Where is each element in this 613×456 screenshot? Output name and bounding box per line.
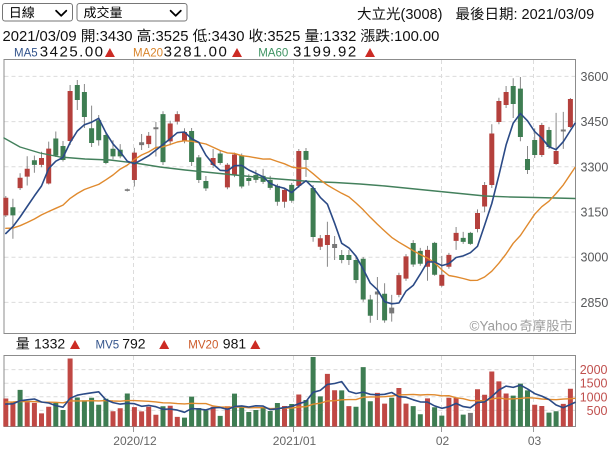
- svg-text::1332: :1332: [319, 29, 360, 45]
- svg-text:1000: 1000: [580, 390, 608, 404]
- svg-text:MA20: MA20: [133, 48, 163, 60]
- svg-text:981: 981: [223, 336, 247, 352]
- svg-text:3199.92: 3199.92: [293, 44, 358, 61]
- svg-text:792: 792: [122, 336, 146, 352]
- svg-text::3525: :3525: [263, 29, 304, 45]
- svg-text:MA60: MA60: [258, 48, 288, 60]
- svg-text:3000: 3000: [581, 251, 609, 265]
- svg-text:MV5: MV5: [96, 340, 120, 352]
- svg-text:3281.00: 3281.00: [164, 44, 229, 61]
- svg-text:2020/12: 2020/12: [113, 434, 157, 448]
- svg-text:2021/03/09: 2021/03/09: [3, 29, 81, 45]
- svg-text:1500: 1500: [580, 377, 608, 391]
- svg-text:02: 02: [436, 434, 450, 448]
- svg-text:3600: 3600: [581, 70, 609, 84]
- svg-text:2021/01: 2021/01: [273, 434, 317, 448]
- svg-text::3525: :3525: [151, 29, 192, 45]
- svg-text:2000: 2000: [580, 363, 608, 377]
- svg-text:3425.00: 3425.00: [40, 44, 105, 61]
- svg-text:MV20: MV20: [188, 340, 218, 352]
- svg-text:2850: 2850: [581, 296, 609, 310]
- svg-text:(3008): (3008): [401, 7, 443, 23]
- svg-text::100.00: :100.00: [390, 29, 439, 45]
- svg-text::3430: :3430: [96, 29, 137, 45]
- svg-text::3430: :3430: [207, 29, 248, 45]
- svg-text:03: 03: [528, 434, 542, 448]
- svg-text:©Yahoo: ©Yahoo: [470, 319, 518, 334]
- svg-text:: 2021/03/09: : 2021/03/09: [514, 7, 595, 23]
- svg-text:500: 500: [587, 404, 608, 418]
- svg-text:MA5: MA5: [14, 48, 38, 60]
- svg-text:1332: 1332: [34, 336, 65, 352]
- svg-text:3150: 3150: [581, 206, 609, 220]
- svg-text:3300: 3300: [581, 160, 609, 174]
- svg-text:3450: 3450: [581, 115, 609, 129]
